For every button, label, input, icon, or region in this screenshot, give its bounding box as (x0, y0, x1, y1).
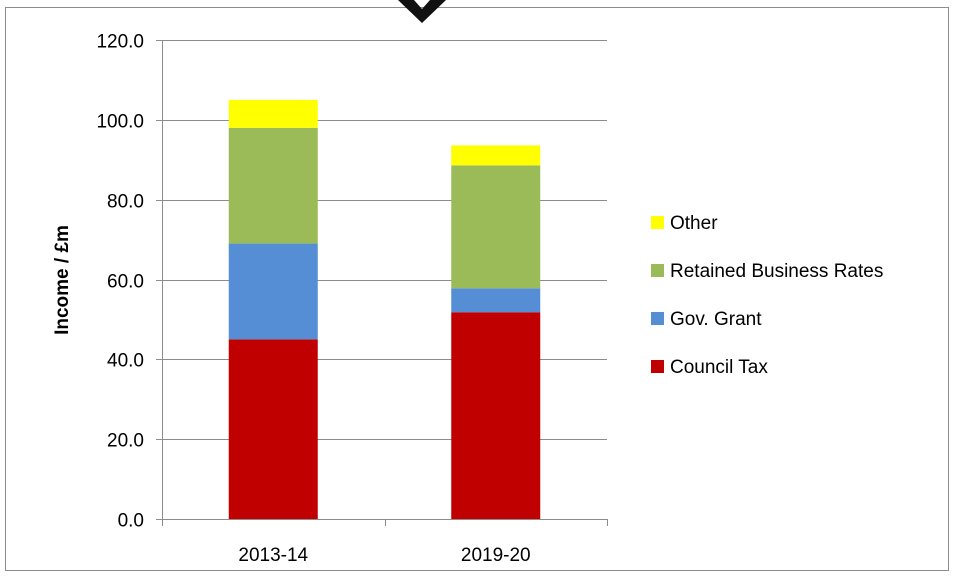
chart-border (5, 7, 949, 571)
bar-segment-retained-business-rates (228, 127, 318, 244)
bars (228, 99, 541, 519)
bar-segment-council-tax (228, 339, 318, 519)
y-tick-label: 60.0 (107, 272, 144, 293)
y-tick-label: 120.0 (96, 32, 144, 53)
y-axis-title: Income / £m (52, 225, 73, 335)
legend-swatch (651, 312, 664, 325)
bar-segment-council-tax (451, 312, 541, 519)
legend-label: Retained Business Rates (670, 261, 883, 282)
x-tick-label: 2013-14 (238, 545, 308, 566)
legend-label: Gov. Grant (670, 309, 762, 330)
y-tick-label: 100.0 (96, 112, 144, 133)
legend-label: Other (670, 213, 718, 234)
decorative-top-mark (398, 0, 446, 23)
y-tick-label: 20.0 (107, 431, 144, 452)
bar-segment-gov-grant (228, 243, 318, 340)
legend-swatch (651, 360, 664, 373)
bar-segment-gov-grant (451, 288, 541, 313)
legend-swatch (651, 216, 664, 229)
legend-label: Council Tax (670, 357, 768, 378)
y-tick-label: 0.0 (118, 511, 144, 532)
legend-swatch (651, 264, 664, 277)
bar-segment-other (451, 145, 541, 166)
x-tick-label: 2019-20 (461, 545, 531, 566)
legend: Other Retained Business Rates Gov. Grant Co… (651, 213, 883, 378)
bar-segment-retained-business-rates (451, 165, 541, 289)
y-tick-label: 40.0 (107, 351, 144, 372)
bar-segment-other (228, 99, 318, 128)
axes: 0.0 20.0 40.0 60.0 80.0 100.0 120.0 2013-14 2019… (96, 32, 608, 566)
y-tick-label: 80.0 (107, 192, 144, 213)
